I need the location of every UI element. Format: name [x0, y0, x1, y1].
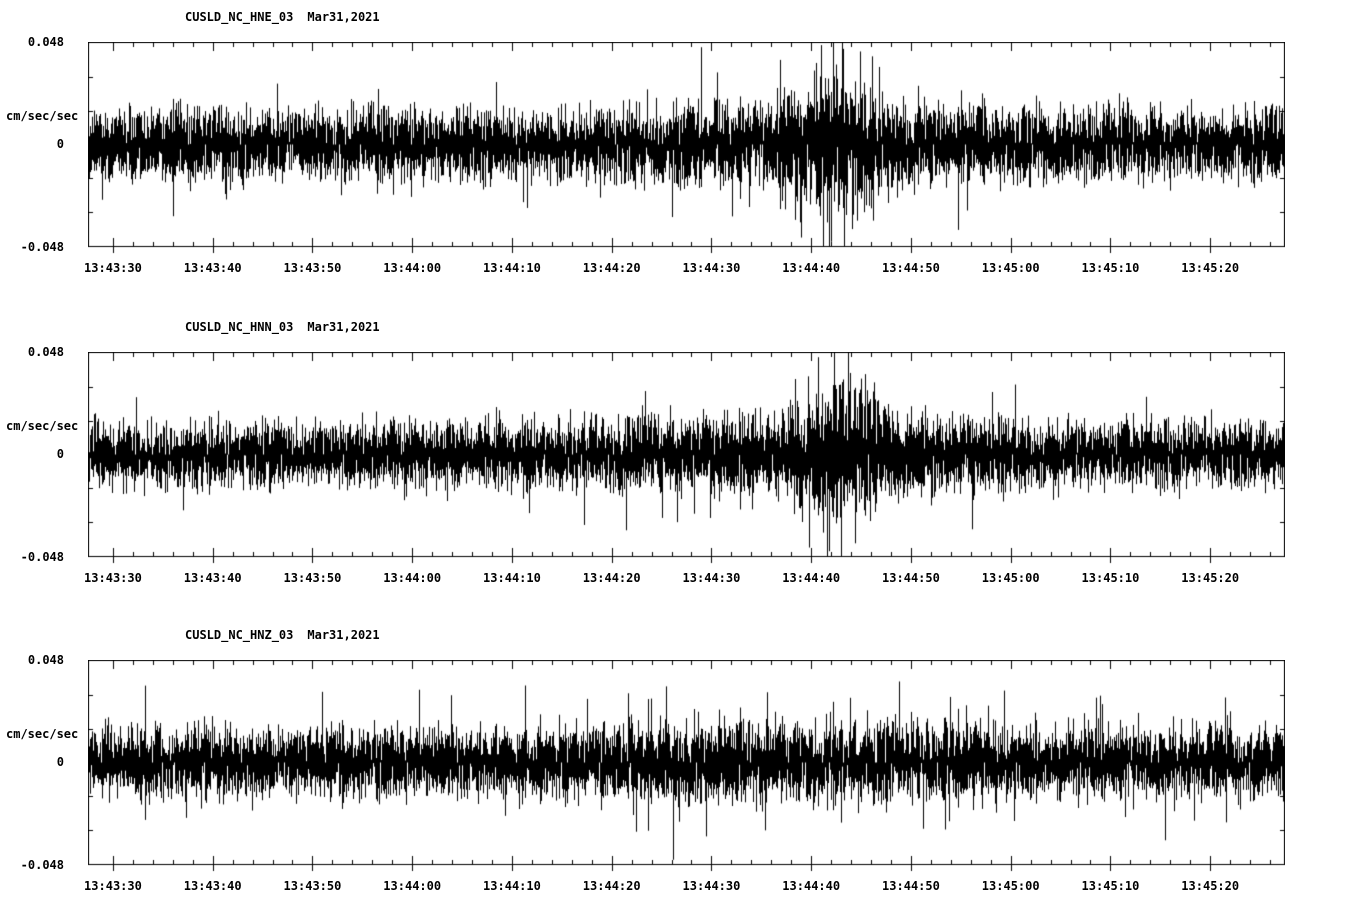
- y-min-label: -0.048: [20, 858, 64, 872]
- x-tick-label: 13:45:10: [1081, 571, 1140, 585]
- waveform-canvas-hnz: [88, 660, 1285, 872]
- x-tick-label: 13:43:30: [84, 571, 142, 585]
- x-tick-label: 13:45:20: [1181, 879, 1240, 893]
- y-zero-label: 0: [56, 137, 64, 151]
- date-label: Mar31,2021: [307, 320, 380, 334]
- seismogram-panel-hne: CUSLD_NC_HNE_03 Mar31,2021 0.048 cm/sec/s…: [0, 4, 1358, 304]
- y-min-label: -0.048: [20, 550, 64, 564]
- y-zero-label: 0: [56, 447, 64, 461]
- y-axis-unit-label: cm/sec/sec: [6, 419, 79, 433]
- seismogram-panel-hnz: CUSLD_NC_HNZ_03 Mar31,2021 0.048 cm/sec/s…: [0, 622, 1358, 922]
- x-tick-label: 13:43:30: [84, 261, 142, 275]
- seismogram-panel-hnn: CUSLD_NC_HNN_03 Mar31,2021 0.048 cm/sec/s…: [0, 314, 1358, 614]
- x-tick-label: 13:44:20: [582, 571, 641, 585]
- x-tick-label: 13:44:20: [582, 261, 641, 275]
- panel-title: CUSLD_NC_HNZ_03 Mar31,2021: [185, 628, 380, 642]
- y-max-label: 0.048: [27, 345, 64, 359]
- waveform-canvas-hne: [88, 42, 1285, 254]
- date-label: Mar31,2021: [307, 10, 380, 24]
- x-axis-tick-labels: 13:43:30 13:43:40 13:43:50 13:44:00 13:44:10…: [84, 571, 1285, 587]
- x-tick-label: 13:44:50: [882, 571, 940, 585]
- date-label: Mar31,2021: [307, 628, 380, 642]
- x-tick-label: 13:44:30: [682, 261, 741, 275]
- station-label: CUSLD_NC_HNN_03: [185, 320, 294, 334]
- x-tick-label: 13:44:10: [483, 879, 541, 893]
- x-tick-label: 13:44:00: [383, 879, 442, 893]
- x-tick-label: 13:44:30: [682, 571, 741, 585]
- x-tick-label: 13:45:00: [981, 879, 1040, 893]
- x-tick-label: 13:44:40: [782, 261, 841, 275]
- waveform-canvas-hnn: [88, 352, 1285, 564]
- x-tick-label: 13:44:50: [882, 879, 940, 893]
- station-label: CUSLD_NC_HNZ_03: [185, 628, 294, 642]
- y-max-label: 0.048: [27, 35, 64, 49]
- y-min-label: -0.048: [20, 240, 64, 254]
- y-axis-unit-label: cm/sec/sec: [6, 109, 79, 123]
- x-tick-label: 13:44:50: [882, 261, 940, 275]
- x-tick-label: 13:44:00: [383, 571, 442, 585]
- x-tick-label: 13:44:10: [483, 261, 541, 275]
- y-max-label: 0.048: [27, 653, 64, 667]
- panel-title: CUSLD_NC_HNE_03 Mar31,2021: [185, 10, 380, 24]
- x-tick-label: 13:45:10: [1081, 879, 1140, 893]
- y-zero-label: 0: [56, 755, 64, 769]
- x-tick-label: 13:45:00: [981, 261, 1040, 275]
- x-tick-label: 13:43:40: [183, 879, 242, 893]
- x-tick-label: 13:45:20: [1181, 261, 1240, 275]
- x-tick-label: 13:43:50: [283, 261, 342, 275]
- x-tick-label: 13:43:40: [183, 571, 242, 585]
- x-axis-tick-labels: 13:43:30 13:43:40 13:43:50 13:44:00 13:44:10…: [84, 879, 1285, 895]
- x-tick-label: 13:45:20: [1181, 571, 1240, 585]
- station-label: CUSLD_NC_HNE_03: [185, 10, 294, 24]
- x-tick-label: 13:43:50: [283, 571, 342, 585]
- x-tick-label: 13:44:40: [782, 879, 841, 893]
- y-axis-unit-label: cm/sec/sec: [6, 727, 79, 741]
- x-tick-label: 13:44:10: [483, 571, 541, 585]
- x-tick-label: 13:44:40: [782, 571, 841, 585]
- x-tick-label: 13:43:50: [283, 879, 342, 893]
- x-tick-label: 13:43:30: [84, 879, 142, 893]
- panel-title: CUSLD_NC_HNN_03 Mar31,2021: [185, 320, 380, 334]
- x-axis-tick-labels: 13:43:30 13:43:40 13:43:50 13:44:00 13:44:10…: [84, 261, 1285, 277]
- x-tick-label: 13:44:20: [582, 879, 641, 893]
- x-tick-label: 13:45:00: [981, 571, 1040, 585]
- x-tick-label: 13:45:10: [1081, 261, 1140, 275]
- x-tick-label: 13:44:30: [682, 879, 741, 893]
- x-tick-label: 13:44:00: [383, 261, 442, 275]
- x-tick-label: 13:43:40: [183, 261, 242, 275]
